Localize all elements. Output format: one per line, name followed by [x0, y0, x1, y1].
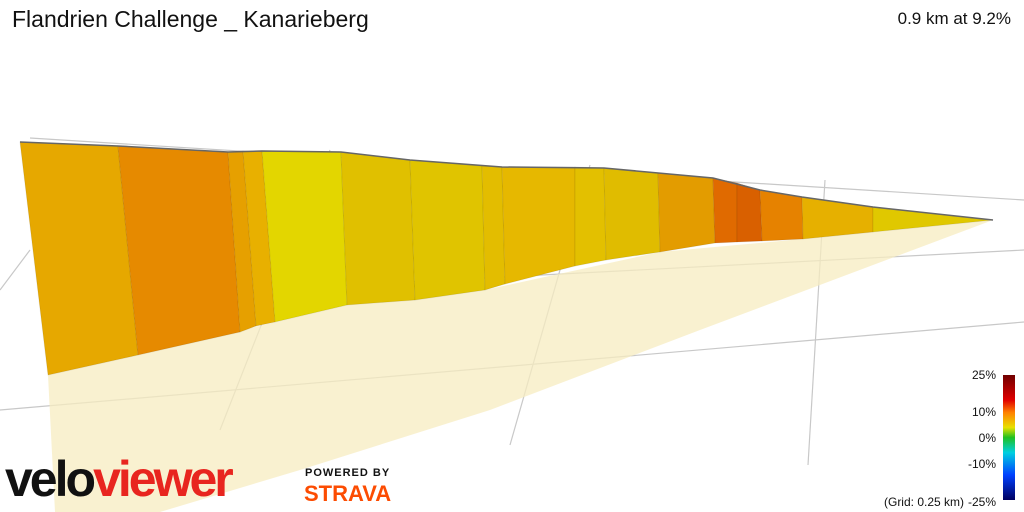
segment [801, 196, 874, 240]
scale-label: 10% [971, 405, 996, 419]
logo-part: velo [5, 451, 96, 507]
strava: STRAVA [304, 481, 392, 506]
scale-label: 25% [971, 368, 996, 382]
segment [603, 167, 661, 261]
profile-edge [19, 141, 994, 221]
stat: 0.9 km at 9.2% [897, 9, 1011, 28]
segment [712, 177, 738, 244]
scale-label: -25% [967, 495, 996, 509]
segment [261, 150, 348, 323]
segment [409, 159, 486, 301]
grid-line [0, 249, 31, 291]
segment [759, 189, 804, 242]
logo-part: viewer [93, 451, 234, 507]
segment [736, 182, 763, 243]
segment [340, 151, 416, 306]
shadow [48, 220, 993, 512]
scale-label: -10% [967, 457, 996, 471]
color-scale [1003, 375, 1015, 500]
grid-note: (Grid: 0.25 km) [883, 495, 964, 509]
segment [501, 166, 576, 285]
scale-label: 0% [978, 431, 996, 445]
powered-by: POWERED BY [305, 467, 391, 479]
segment [657, 172, 716, 253]
title: Flandrien Challenge _ Kanarieberg [12, 6, 369, 32]
segment [117, 145, 241, 356]
segment [19, 141, 139, 376]
segment [574, 166, 607, 267]
segment [481, 165, 506, 291]
logo: veloviewer [5, 450, 234, 508]
